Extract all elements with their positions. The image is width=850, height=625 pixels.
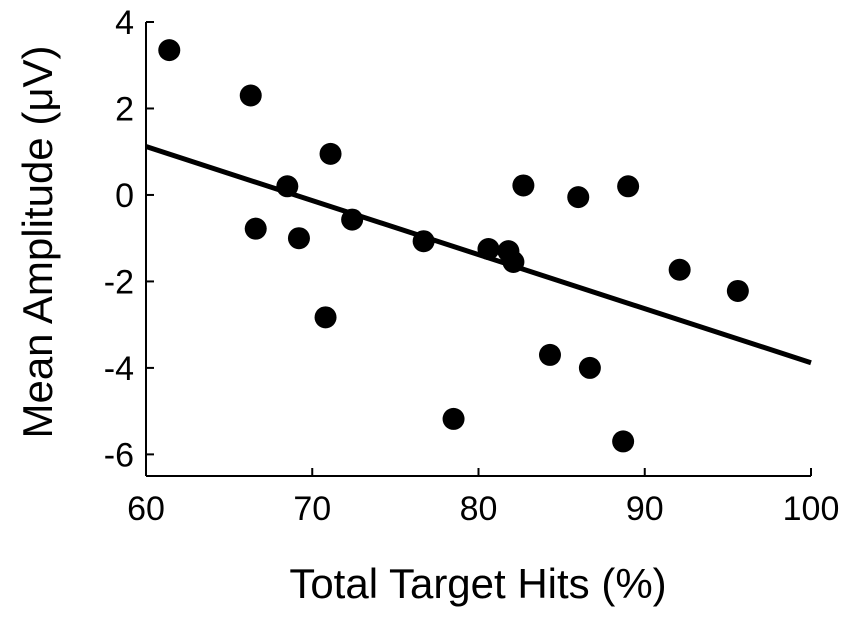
fit-line-group [145,144,812,366]
y-tick-label: -4 [104,350,134,388]
data-point [341,208,364,231]
y-tick-label: 2 [115,90,134,128]
data-point [314,306,337,329]
y-axis-label: Mean Amplitude (μV) [14,45,61,438]
y-tick-label: -6 [104,436,134,474]
x-axis-label: Total Target Hits (%) [289,560,666,607]
y-tick-label: -2 [104,263,134,301]
ticks: 60 70 80 90 100 4 2 0 -2 -4 -6 [104,4,840,528]
data-point [244,217,267,240]
data-points [158,39,749,453]
data-point [502,250,525,273]
y-tick-label: 0 [115,177,134,215]
data-point [442,407,465,430]
data-point [412,230,435,253]
data-point [477,238,500,260]
data-point [668,258,691,281]
data-point [158,39,181,62]
data-point [567,186,590,209]
y-tick-label: 4 [115,4,134,42]
data-point [276,175,299,198]
data-point [319,142,342,165]
data-point [726,279,749,302]
data-point [538,343,561,366]
data-point [617,175,640,198]
x-tick-label: 100 [783,490,840,528]
x-tick-label: 80 [460,490,498,528]
regression-line [145,144,812,366]
data-point [612,430,635,453]
x-tick-label: 70 [293,490,331,528]
x-tick-label: 60 [127,490,165,528]
data-point [287,227,310,250]
data-point [239,84,262,107]
data-point [578,356,601,379]
x-tick-label: 90 [626,490,664,528]
data-point [512,174,535,197]
